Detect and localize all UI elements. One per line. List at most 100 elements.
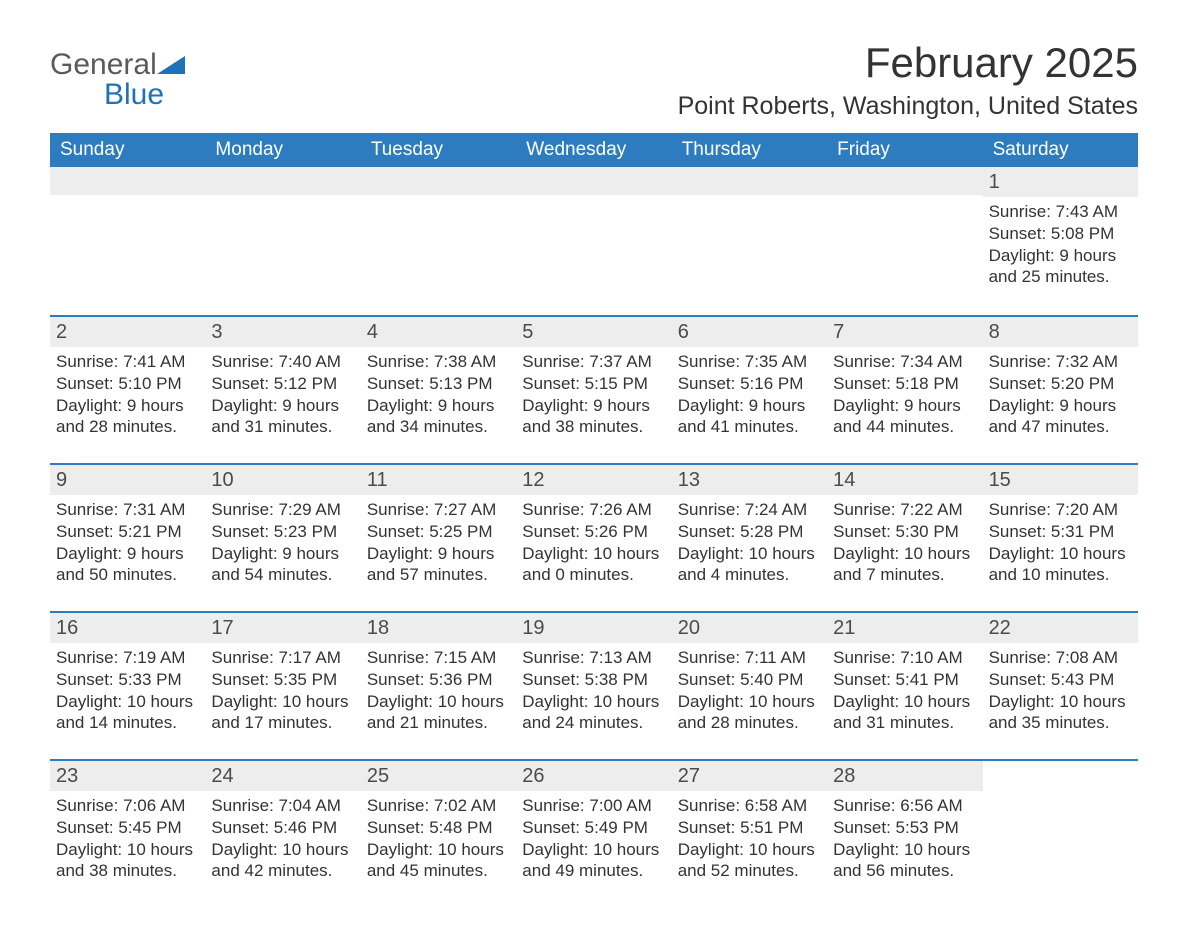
calendar-cell: 7Sunrise: 7:34 AMSunset: 5:18 PMDaylight…	[827, 317, 982, 463]
day-number	[827, 167, 982, 195]
sunrise-line: Sunrise: 7:35 AM	[678, 351, 817, 373]
calendar-cell: 24Sunrise: 7:04 AMSunset: 5:46 PMDayligh…	[205, 761, 360, 907]
header-row: General Blue February 2025 Point Roberts…	[50, 40, 1138, 129]
flag-icon	[157, 56, 185, 74]
sunrise-line: Sunrise: 7:08 AM	[989, 647, 1128, 669]
daylight-line: Daylight: 10 hours and 24 minutes.	[522, 691, 661, 735]
sunset-line: Sunset: 5:30 PM	[833, 521, 972, 543]
sunrise-line: Sunrise: 7:11 AM	[678, 647, 817, 669]
daylight-line: Daylight: 9 hours and 34 minutes.	[367, 395, 506, 439]
sunset-line: Sunset: 5:31 PM	[989, 521, 1128, 543]
calendar-cell: 5Sunrise: 7:37 AMSunset: 5:15 PMDaylight…	[516, 317, 671, 463]
weekday-header: Tuesday	[361, 133, 516, 167]
sunset-line: Sunset: 5:38 PM	[522, 669, 661, 691]
month-title: February 2025	[678, 40, 1138, 86]
daylight-line: Daylight: 9 hours and 28 minutes.	[56, 395, 195, 439]
daylight-line: Daylight: 10 hours and 0 minutes.	[522, 543, 661, 587]
calendar-cell: 2Sunrise: 7:41 AMSunset: 5:10 PMDaylight…	[50, 317, 205, 463]
calendar-cell: 16Sunrise: 7:19 AMSunset: 5:33 PMDayligh…	[50, 613, 205, 759]
sunset-line: Sunset: 5:51 PM	[678, 817, 817, 839]
calendar-cell: 22Sunrise: 7:08 AMSunset: 5:43 PMDayligh…	[983, 613, 1138, 759]
daylight-line: Daylight: 9 hours and 41 minutes.	[678, 395, 817, 439]
sunset-line: Sunset: 5:48 PM	[367, 817, 506, 839]
sunset-line: Sunset: 5:28 PM	[678, 521, 817, 543]
calendar-week: 16Sunrise: 7:19 AMSunset: 5:33 PMDayligh…	[50, 611, 1138, 759]
day-number: 19	[516, 613, 671, 643]
day-number: 27	[672, 761, 827, 791]
day-number	[361, 167, 516, 195]
day-number: 10	[205, 465, 360, 495]
sunrise-line: Sunrise: 7:15 AM	[367, 647, 506, 669]
sunset-line: Sunset: 5:15 PM	[522, 373, 661, 395]
calendar-cell	[205, 167, 360, 315]
weekday-header: Friday	[827, 133, 982, 167]
calendar-cell: 23Sunrise: 7:06 AMSunset: 5:45 PMDayligh…	[50, 761, 205, 907]
calendar-cell: 8Sunrise: 7:32 AMSunset: 5:20 PMDaylight…	[983, 317, 1138, 463]
sunrise-line: Sunrise: 7:38 AM	[367, 351, 506, 373]
day-details: Sunrise: 7:10 AMSunset: 5:41 PMDaylight:…	[827, 643, 982, 742]
sunrise-line: Sunrise: 7:22 AM	[833, 499, 972, 521]
day-number: 25	[361, 761, 516, 791]
title-block: February 2025 Point Roberts, Washington,…	[678, 40, 1138, 129]
day-details: Sunrise: 7:15 AMSunset: 5:36 PMDaylight:…	[361, 643, 516, 742]
sunset-line: Sunset: 5:45 PM	[56, 817, 195, 839]
day-details: Sunrise: 6:58 AMSunset: 5:51 PMDaylight:…	[672, 791, 827, 890]
sunrise-line: Sunrise: 7:02 AM	[367, 795, 506, 817]
sunrise-line: Sunrise: 6:56 AM	[833, 795, 972, 817]
calendar-cell	[516, 167, 671, 315]
day-details	[205, 195, 360, 207]
day-number	[516, 167, 671, 195]
sunset-line: Sunset: 5:18 PM	[833, 373, 972, 395]
weekday-header-row: Sunday Monday Tuesday Wednesday Thursday…	[50, 133, 1138, 167]
daylight-line: Daylight: 10 hours and 14 minutes.	[56, 691, 195, 735]
day-details: Sunrise: 7:08 AMSunset: 5:43 PMDaylight:…	[983, 643, 1138, 742]
day-number: 5	[516, 317, 671, 347]
sunrise-line: Sunrise: 7:24 AM	[678, 499, 817, 521]
calendar-cell	[672, 167, 827, 315]
calendar-cell	[361, 167, 516, 315]
calendar-week: 9Sunrise: 7:31 AMSunset: 5:21 PMDaylight…	[50, 463, 1138, 611]
day-number: 1	[983, 167, 1138, 197]
day-number: 4	[361, 317, 516, 347]
day-number: 15	[983, 465, 1138, 495]
calendar-cell: 17Sunrise: 7:17 AMSunset: 5:35 PMDayligh…	[205, 613, 360, 759]
daylight-line: Daylight: 9 hours and 44 minutes.	[833, 395, 972, 439]
sunrise-line: Sunrise: 7:04 AM	[211, 795, 350, 817]
day-details: Sunrise: 7:17 AMSunset: 5:35 PMDaylight:…	[205, 643, 360, 742]
day-details	[50, 195, 205, 207]
calendar-cell: 1Sunrise: 7:43 AMSunset: 5:08 PMDaylight…	[983, 167, 1138, 315]
day-details: Sunrise: 7:06 AMSunset: 5:45 PMDaylight:…	[50, 791, 205, 890]
sunrise-line: Sunrise: 7:17 AM	[211, 647, 350, 669]
day-details: Sunrise: 7:24 AMSunset: 5:28 PMDaylight:…	[672, 495, 827, 594]
day-number: 14	[827, 465, 982, 495]
day-details: Sunrise: 7:27 AMSunset: 5:25 PMDaylight:…	[361, 495, 516, 594]
calendar-cell: 13Sunrise: 7:24 AMSunset: 5:28 PMDayligh…	[672, 465, 827, 611]
daylight-line: Daylight: 10 hours and 31 minutes.	[833, 691, 972, 735]
sunset-line: Sunset: 5:43 PM	[989, 669, 1128, 691]
day-number: 16	[50, 613, 205, 643]
brand-text: General Blue	[50, 50, 185, 110]
daylight-line: Daylight: 9 hours and 47 minutes.	[989, 395, 1128, 439]
day-details: Sunrise: 7:00 AMSunset: 5:49 PMDaylight:…	[516, 791, 671, 890]
calendar-cell: 18Sunrise: 7:15 AMSunset: 5:36 PMDayligh…	[361, 613, 516, 759]
calendar-cell	[50, 167, 205, 315]
sunrise-line: Sunrise: 7:10 AM	[833, 647, 972, 669]
day-number: 9	[50, 465, 205, 495]
sunset-line: Sunset: 5:40 PM	[678, 669, 817, 691]
day-details	[672, 195, 827, 207]
daylight-line: Daylight: 10 hours and 52 minutes.	[678, 839, 817, 883]
daylight-line: Daylight: 10 hours and 42 minutes.	[211, 839, 350, 883]
sunrise-line: Sunrise: 7:00 AM	[522, 795, 661, 817]
day-number: 28	[827, 761, 982, 791]
sunset-line: Sunset: 5:36 PM	[367, 669, 506, 691]
day-number	[672, 167, 827, 195]
day-number: 8	[983, 317, 1138, 347]
calendar-cell: 9Sunrise: 7:31 AMSunset: 5:21 PMDaylight…	[50, 465, 205, 611]
day-details: Sunrise: 7:13 AMSunset: 5:38 PMDaylight:…	[516, 643, 671, 742]
daylight-line: Daylight: 10 hours and 38 minutes.	[56, 839, 195, 883]
day-number: 2	[50, 317, 205, 347]
sunset-line: Sunset: 5:49 PM	[522, 817, 661, 839]
weekday-header: Monday	[205, 133, 360, 167]
sunset-line: Sunset: 5:20 PM	[989, 373, 1128, 395]
sunset-line: Sunset: 5:13 PM	[367, 373, 506, 395]
